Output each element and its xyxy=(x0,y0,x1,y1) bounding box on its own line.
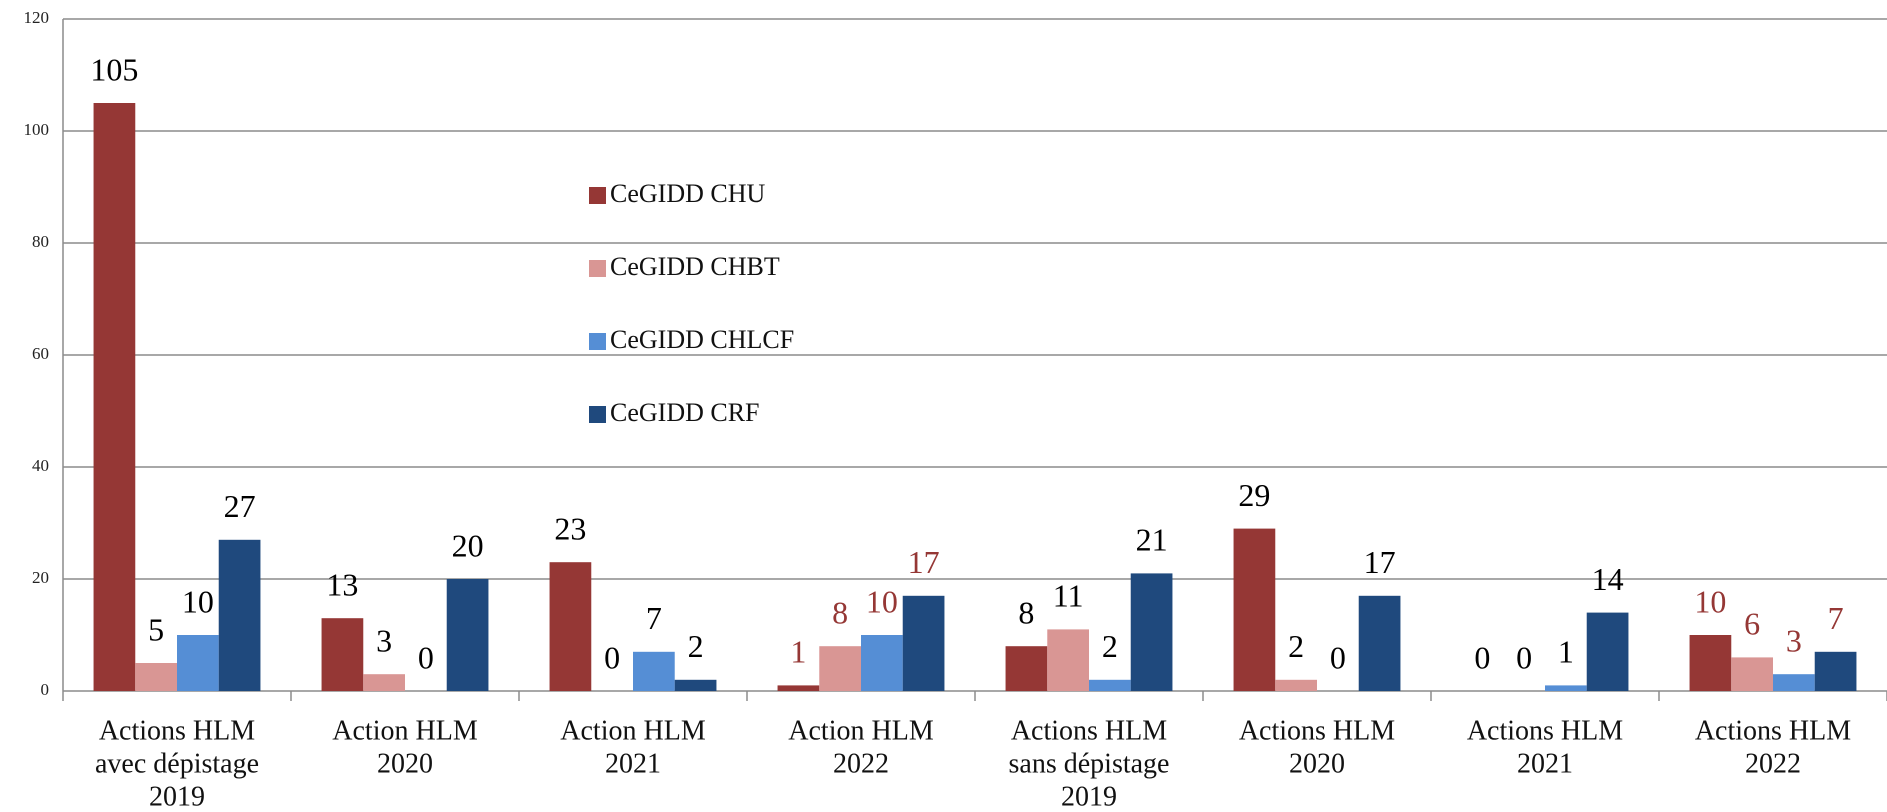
value-label: 23 xyxy=(554,511,586,547)
bar xyxy=(674,679,717,691)
x-tick-label: Actions HLM xyxy=(1239,715,1395,746)
value-label: 8 xyxy=(1018,595,1034,631)
value-label: 6 xyxy=(1744,606,1760,642)
bar xyxy=(1358,595,1401,691)
x-tick-label: Action HLM xyxy=(788,715,934,746)
value-label: 3 xyxy=(1786,623,1802,659)
x-tick-label: 2021 xyxy=(605,748,661,779)
legend-label: CeGIDD CHBT xyxy=(610,252,780,281)
value-label: 10 xyxy=(866,583,898,619)
value-label: 0 xyxy=(418,639,434,675)
x-tick-label: 2020 xyxy=(1289,748,1345,779)
bar xyxy=(446,579,489,691)
bar xyxy=(1047,629,1089,691)
bar xyxy=(321,618,364,691)
value-label: 0 xyxy=(1516,639,1532,675)
x-tick-label: 2022 xyxy=(1745,748,1801,779)
bar xyxy=(218,539,261,691)
x-tick-label: 2019 xyxy=(1061,781,1117,812)
y-tick-label: 100 xyxy=(24,120,50,139)
legend-swatch xyxy=(589,187,606,204)
bar xyxy=(93,103,136,691)
value-label: 17 xyxy=(1364,544,1396,580)
bar xyxy=(1689,635,1732,691)
legend-label: CeGIDD CHU xyxy=(610,179,765,208)
value-label: 3 xyxy=(376,623,392,659)
value-label: 7 xyxy=(646,600,662,636)
value-label: 10 xyxy=(182,583,214,619)
x-tick-label: Actions HLM xyxy=(1011,715,1167,746)
legend-label: CeGIDD CHLCF xyxy=(610,325,794,354)
bar xyxy=(1005,646,1048,691)
bar xyxy=(363,674,405,691)
value-label: 29 xyxy=(1238,477,1270,513)
bar xyxy=(1773,674,1815,691)
x-tick-label: 2019 xyxy=(149,781,205,812)
value-label: 2 xyxy=(1288,628,1304,664)
value-label: 2 xyxy=(688,628,704,664)
value-label: 2 xyxy=(1102,628,1118,664)
bar xyxy=(633,651,675,691)
value-label: 105 xyxy=(90,51,138,87)
y-tick-label: 120 xyxy=(24,8,50,27)
y-tick-label: 60 xyxy=(32,344,49,363)
bar xyxy=(1545,685,1587,691)
x-tick-label: Actions HLM xyxy=(1467,715,1623,746)
value-label: 20 xyxy=(452,527,484,563)
bar xyxy=(1731,657,1773,691)
y-tick-label: 40 xyxy=(32,456,49,475)
bar xyxy=(1089,679,1131,691)
value-label: 11 xyxy=(1053,578,1084,614)
x-tick-label: 2020 xyxy=(377,748,433,779)
bar xyxy=(1130,573,1173,691)
value-label: 21 xyxy=(1136,522,1168,558)
bar xyxy=(177,635,219,691)
value-label: 1 xyxy=(790,634,806,670)
x-tick-label: sans dépistage xyxy=(1009,748,1170,779)
bar xyxy=(1814,651,1857,691)
x-tick-label: 2022 xyxy=(833,748,889,779)
bar xyxy=(549,562,592,691)
bar xyxy=(1233,528,1276,691)
value-label: 13 xyxy=(326,567,358,603)
y-tick-label: 20 xyxy=(32,568,49,587)
bar xyxy=(135,663,177,691)
value-label: 17 xyxy=(908,544,940,580)
x-tick-label: Action HLM xyxy=(332,715,478,746)
y-tick-label: 80 xyxy=(32,232,49,251)
value-label: 0 xyxy=(604,639,620,675)
y-tick-label: 0 xyxy=(41,680,50,699)
value-label: 10 xyxy=(1694,583,1726,619)
bar xyxy=(902,595,945,691)
value-label: 8 xyxy=(832,595,848,631)
bar xyxy=(1586,612,1629,691)
bar xyxy=(777,685,820,691)
value-label: 27 xyxy=(224,488,256,524)
legend-swatch xyxy=(589,333,606,350)
value-label: 0 xyxy=(1330,639,1346,675)
value-label: 5 xyxy=(148,611,164,647)
x-tick-label: 2021 xyxy=(1517,748,1573,779)
legend-label: CeGIDD CRF xyxy=(610,398,760,427)
x-tick-label: Actions HLM xyxy=(1695,715,1851,746)
x-tick-label: avec dépistage xyxy=(95,748,259,779)
x-tick-label: Actions HLM xyxy=(99,715,255,746)
value-label: 0 xyxy=(1474,639,1490,675)
value-label: 1 xyxy=(1558,634,1574,670)
legend-swatch xyxy=(589,260,606,277)
value-label: 14 xyxy=(1592,561,1624,597)
bar xyxy=(861,635,903,691)
bar xyxy=(819,646,861,691)
legend-swatch xyxy=(589,406,606,423)
x-tick-label: Action HLM xyxy=(560,715,706,746)
bar xyxy=(1275,679,1317,691)
value-label: 7 xyxy=(1828,600,1844,636)
